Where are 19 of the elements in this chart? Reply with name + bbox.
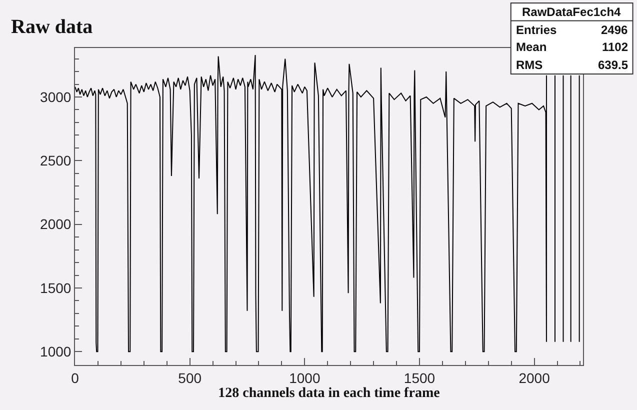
x-tick-label: 500 (178, 370, 202, 386)
x-tick-label: 0 (71, 370, 80, 386)
annotation: RMS (516, 58, 543, 72)
x-tick-label: 1000 (289, 370, 320, 386)
x-axis-title: 128 channels data in each time frame (218, 386, 440, 402)
annotation: Mean (516, 40, 547, 54)
y-tick-label: 2500 (40, 152, 72, 169)
text: Entries (516, 23, 558, 37)
y-tick-label: 1000 (40, 344, 72, 360)
y-tick-label: 2000 (40, 216, 72, 232)
text: 1102 (602, 40, 628, 54)
x-tick-label: 2000 (518, 370, 550, 386)
text: RawDataFec1ch4 (522, 5, 622, 19)
chart-title: Raw data (11, 16, 93, 38)
text: 2496 (601, 23, 628, 37)
y-tick-label: 1500 (40, 280, 72, 296)
y-tick-label: 3000 (40, 88, 72, 105)
x-tick-label: 1500 (404, 370, 436, 386)
text: 639.5 (598, 58, 628, 72)
